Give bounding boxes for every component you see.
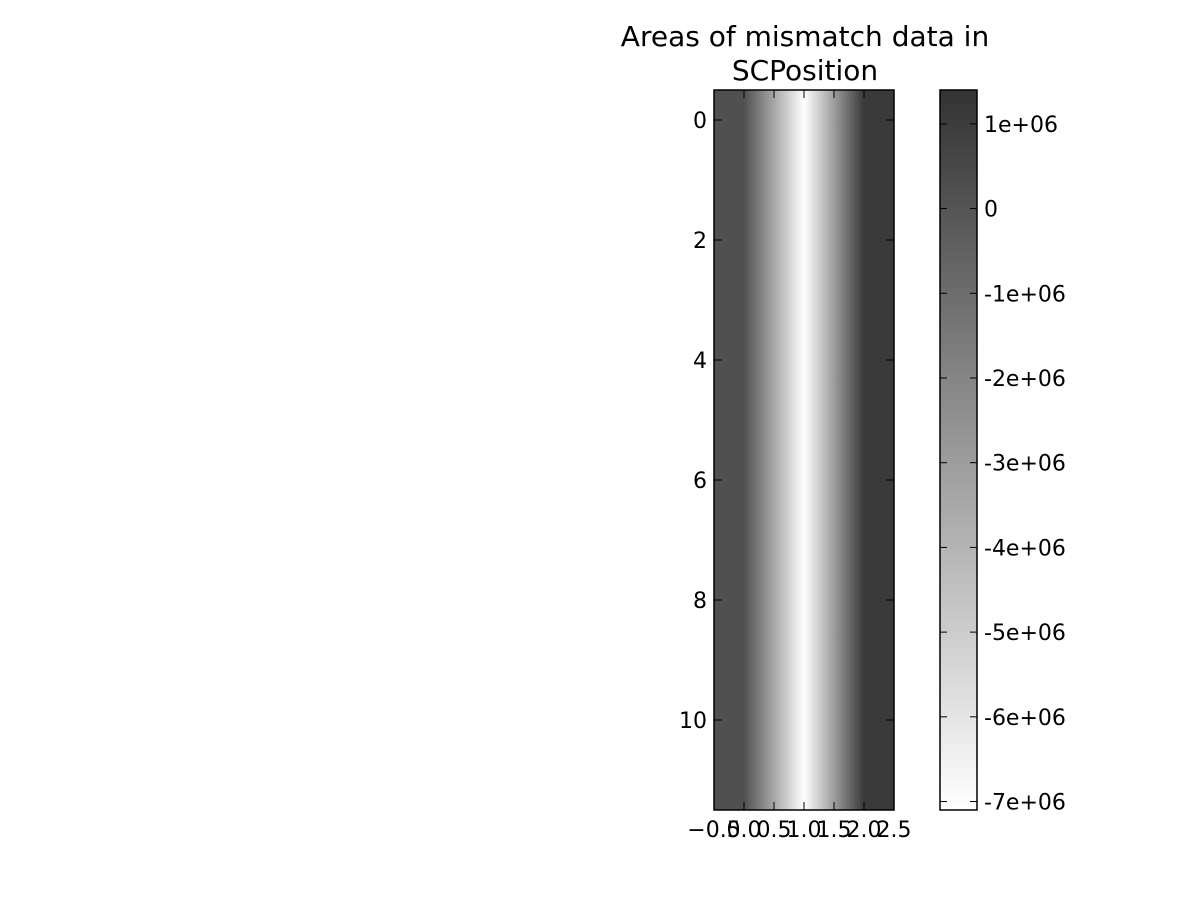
x-tick-label: 2.0 xyxy=(847,818,882,843)
plot-frame xyxy=(713,89,895,811)
chart-title-line-2: SCPosition xyxy=(732,54,878,87)
x-tick-label: 2.5 xyxy=(877,818,912,843)
y-tick-label: 6 xyxy=(693,469,707,494)
colorbar-tick-label: -1e+06 xyxy=(984,282,1066,307)
heatmap-image xyxy=(714,90,894,810)
colorbar-tick-label: 1e+06 xyxy=(984,113,1058,138)
y-tick-label: 0 xyxy=(693,109,707,134)
colorbar-frame xyxy=(939,89,978,811)
colorbar: 1e+06 0 -1e+06 -2e+06 -3e+06 -4e+06 -5e+06 -6e+… xyxy=(939,89,1066,816)
x-tick-label: −0.5 xyxy=(687,818,740,843)
chart-title: Areas of mismatch data in SCPosition xyxy=(621,20,989,87)
y-tick-label: 4 xyxy=(693,349,707,374)
colorbar-tick-label: -2e+06 xyxy=(984,367,1066,392)
y-tick-label: 8 xyxy=(693,589,707,614)
y-tick-label: 2 xyxy=(693,229,707,254)
colorbar-gradient xyxy=(940,90,977,810)
colorbar-ticks: 1e+06 0 -1e+06 -2e+06 -3e+06 -4e+06 -5e+06 -6e+… xyxy=(940,113,1066,816)
colorbar-tick-label: -5e+06 xyxy=(984,621,1066,646)
colorbar-tick-label: -6e+06 xyxy=(984,706,1066,731)
heatmap-plot: −0.50.00.51.01.52.02.5 0 2 4 6 8 10 xyxy=(679,89,912,843)
x-axis-ticks: −0.50.00.51.01.52.02.5 xyxy=(687,90,912,843)
colorbar-tick-label: 0 xyxy=(984,198,998,223)
colorbar-tick-label: -7e+06 xyxy=(984,791,1066,816)
colorbar-tick-label: -4e+06 xyxy=(984,536,1066,561)
y-axis-ticks: 0 2 4 6 8 10 xyxy=(679,109,894,734)
x-tick-label: 0.5 xyxy=(757,818,792,843)
y-tick-label: 10 xyxy=(679,709,707,734)
x-tick-label: 1.0 xyxy=(787,818,822,843)
chart-title-line-1: Areas of mismatch data in xyxy=(621,20,989,53)
colorbar-tick-label: -3e+06 xyxy=(984,452,1066,477)
x-tick-label: 1.5 xyxy=(817,818,852,843)
x-tick-label: 0.0 xyxy=(727,818,762,843)
